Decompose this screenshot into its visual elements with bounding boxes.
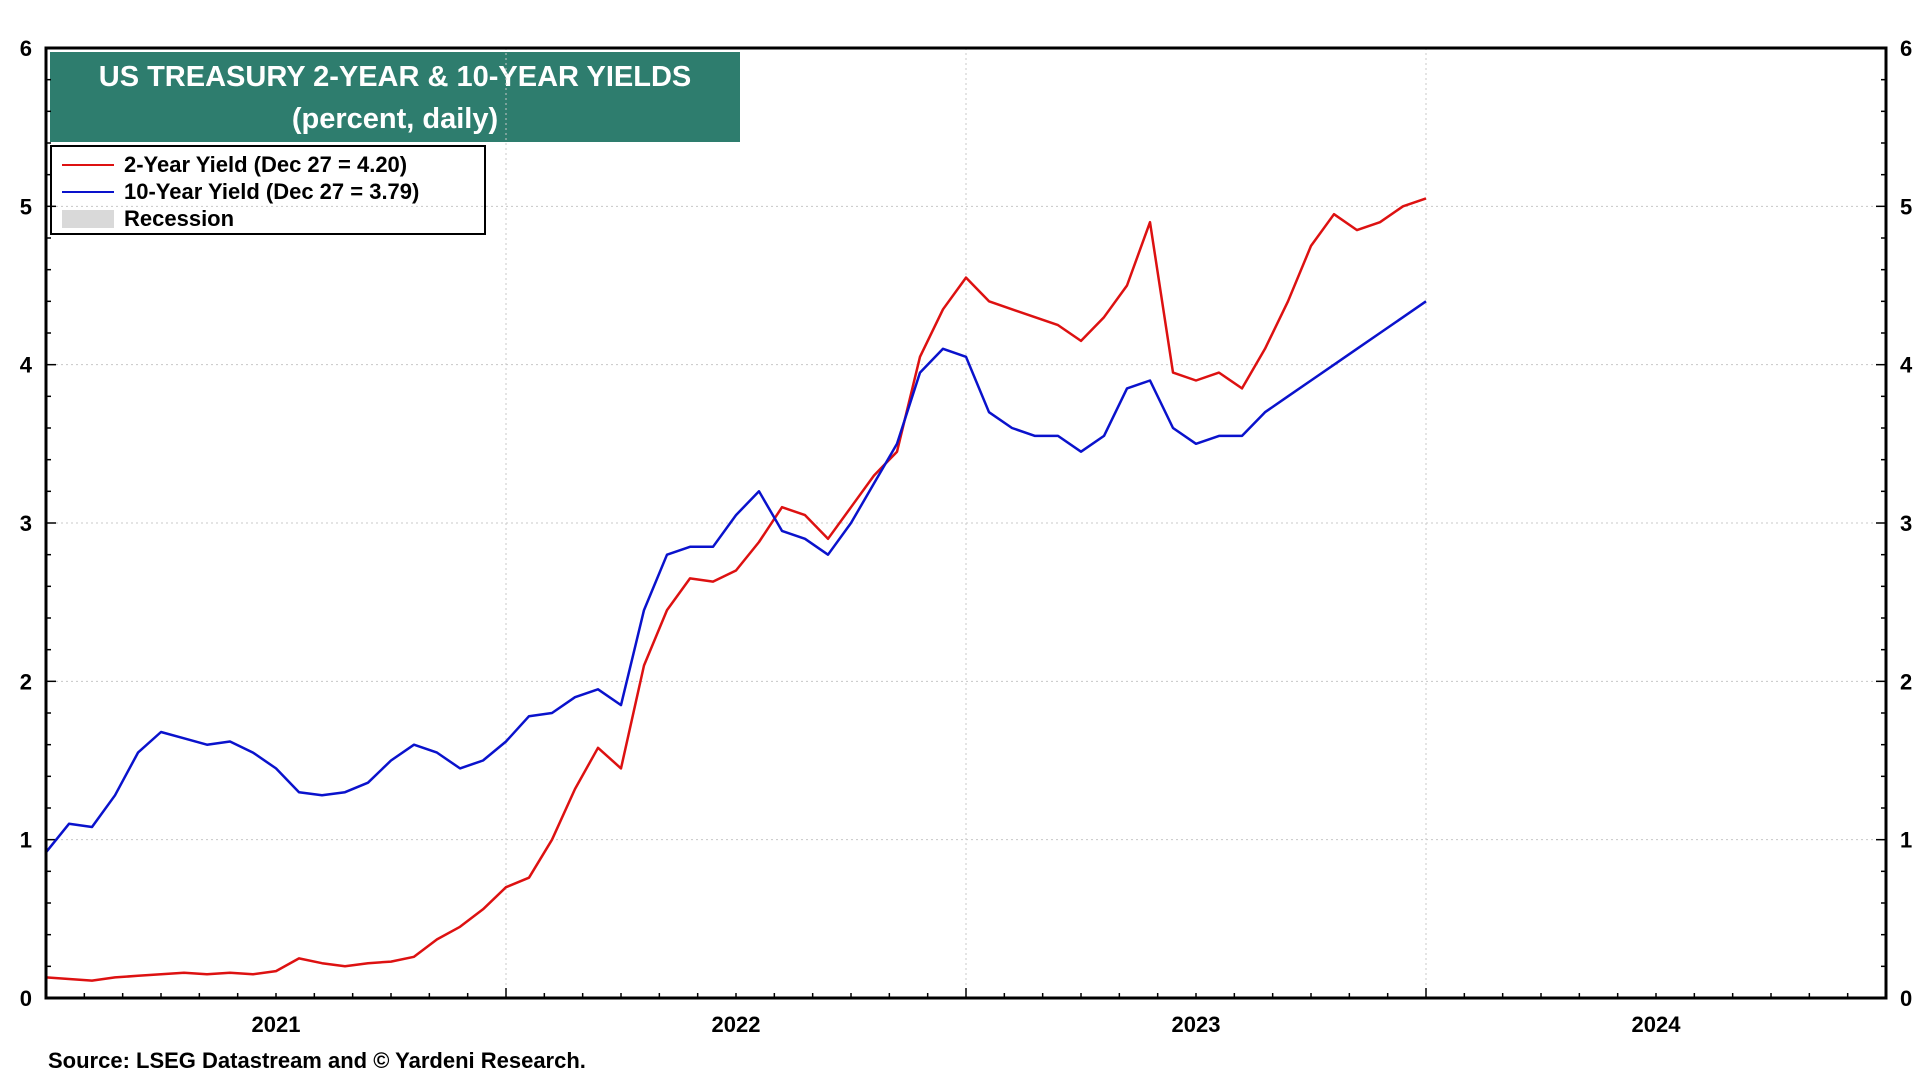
x-tick-label: 2024: [1632, 1012, 1682, 1037]
legend-swatch-recession: [62, 210, 114, 228]
y-tick-label-left: 6: [20, 36, 32, 61]
y-tick-label-right: 2: [1900, 669, 1912, 694]
legend-swatch-ten-year: [62, 191, 114, 193]
legend-label-recession: Recession: [124, 206, 235, 231]
plot-frame: [44, 46, 1888, 1000]
y-tick-label-left: 0: [20, 986, 32, 1011]
y-tick-label-right: 6: [1900, 36, 1912, 61]
legend-item-two-year: 2-Year Yield (Dec 27 = 4.20): [52, 151, 484, 178]
y-tick-label-left: 2: [20, 669, 32, 694]
chart-title-line1: US TREASURY 2-YEAR & 10-YEAR YIELDS: [98, 61, 692, 93]
y-tick-label-left: 1: [20, 828, 32, 853]
y-tick-label-right: 5: [1900, 194, 1912, 219]
y-tick-label-left: 4: [20, 353, 33, 378]
chart-title: US TREASURY 2-YEAR & 10-YEAR YIELDS (per…: [50, 52, 740, 142]
source-note: Source: LSEG Datastream and © Yardeni Re…: [48, 1048, 586, 1073]
x-tick-label: 2021: [252, 1012, 301, 1037]
x-tick-label: 2023: [1172, 1012, 1221, 1037]
series-line-ten-year: [45, 300, 1427, 854]
series-line-two-year: [45, 197, 1427, 982]
legend: 2-Year Yield (Dec 27 = 4.20) 10-Year Yie…: [50, 145, 486, 235]
x-tick-label: 2022: [712, 1012, 761, 1037]
y-tick-label-left: 5: [20, 194, 32, 219]
chart-title-line2: (percent, daily): [291, 103, 499, 135]
y-tick-label-right: 3: [1900, 511, 1912, 536]
y-tick-label-right: 1: [1900, 828, 1912, 853]
legend-item-recession: Recession: [52, 205, 484, 232]
legend-item-ten-year: 10-Year Yield (Dec 27 = 3.79): [52, 178, 484, 205]
y-tick-label-right: 0: [1900, 986, 1912, 1011]
legend-swatch-two-year: [62, 164, 114, 166]
y-tick-label-right: 4: [1900, 353, 1913, 378]
legend-label-ten-year: 10-Year Yield (Dec 27 = 3.79): [124, 179, 420, 204]
legend-label-two-year: 2-Year Yield (Dec 27 = 4.20): [124, 152, 408, 177]
y-tick-label-left: 3: [20, 511, 32, 536]
